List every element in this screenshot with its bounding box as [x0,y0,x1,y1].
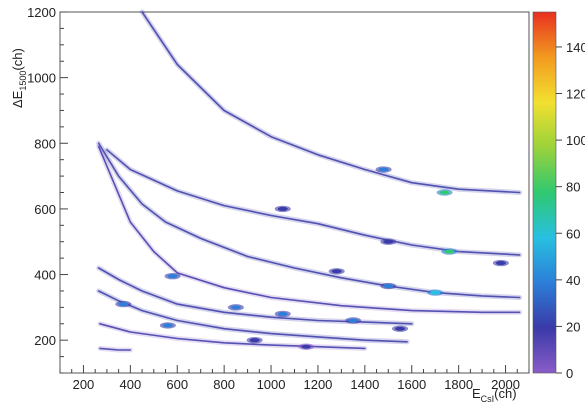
hotspot [331,269,342,274]
hotspot [249,338,260,343]
y-tick-label: 200 [34,333,56,348]
band-ridge [99,347,132,351]
hotspot [395,326,406,331]
hotspot [277,311,288,316]
x-axis-title-sub: CsI [481,394,495,404]
hotspot [277,206,288,211]
y-tick-label: 400 [34,268,56,283]
colorbar-tick-label: 80 [566,180,580,195]
x-tick-label: 1200 [303,377,332,392]
x-tick-label: 800 [213,377,235,392]
hotspot [348,318,359,323]
colorbar-axis: 0 20 40 60 80 100 120 140 [556,40,585,381]
colorbar-tick-label: 140 [566,40,585,55]
y-tick-label: 1200 [27,5,56,20]
hotspot [383,284,394,289]
x-tick-label: 400 [119,377,141,392]
y-tick-label: 800 [34,136,56,151]
hotspot [162,323,173,328]
hotspot [378,167,389,172]
y-axis-title-main: ΔE [10,90,25,108]
hotspot [118,302,129,307]
colorbar-tick-label: 20 [566,319,580,334]
hotspot [383,239,394,244]
x-tick-label: 200 [73,377,95,392]
y-axis: 200 400 600 800 1000 1200 [27,5,68,374]
colorbar-tick-label: 120 [566,87,585,102]
x-axis-title-unit: (ch) [494,386,516,401]
colorbar-tick-label: 100 [566,133,585,148]
y-axis-title-sub: 1500 [18,71,28,91]
x-tick-label: 2000 [491,377,520,392]
y-tick-label: 1000 [27,71,56,86]
x-tick-label: 600 [166,377,188,392]
colorbar [532,11,557,374]
heatmap-hotspots [115,166,509,350]
y-axis-title: ΔE1500(ch) [10,48,28,108]
hotspot [430,290,441,295]
hotspot [495,261,506,266]
colorbar-tick-label: 40 [566,273,580,288]
hotspot [439,190,450,195]
band-ridge [141,11,521,194]
colorbar-tick-label: 0 [566,366,573,381]
hotspot [167,274,178,279]
x-tick-label: 1000 [257,377,286,392]
x-tick-label: 1400 [350,377,379,392]
y-tick-label: 600 [34,202,56,217]
band-ridge [99,323,366,350]
x-axis-title-main: E [472,386,481,401]
x-tick-label: 1800 [444,377,473,392]
x-tick-label: 1600 [397,377,426,392]
band-ridge [106,149,521,256]
x-axis-title: ECsI(ch) [472,386,517,404]
hotspot [444,249,455,254]
hotspot [230,305,241,310]
x-axis: 200 400 600 800 1000 1200 1400 1600 1800 2000 [59,365,530,392]
y-axis-title-unit: (ch) [10,48,25,70]
colorbar-tick-label: 60 [566,226,580,241]
hotspot [301,344,312,349]
band-ridge [97,145,521,314]
